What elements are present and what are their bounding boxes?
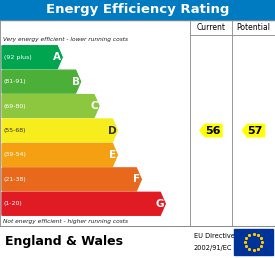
Bar <box>0 20 275 226</box>
Text: F: F <box>133 174 140 184</box>
Text: Potential: Potential <box>236 23 271 32</box>
Text: Current: Current <box>197 23 226 32</box>
Text: E: E <box>109 150 116 160</box>
Bar <box>0 0 275 20</box>
Text: Not energy efficient - higher running costs: Not energy efficient - higher running co… <box>3 219 128 223</box>
Polygon shape <box>2 46 62 69</box>
Polygon shape <box>2 168 141 191</box>
Text: (92 plus): (92 plus) <box>4 55 32 60</box>
Text: (55-68): (55-68) <box>4 128 26 133</box>
Text: England & Wales: England & Wales <box>5 236 123 248</box>
Text: A: A <box>53 52 61 62</box>
Polygon shape <box>2 70 81 93</box>
Text: (21-38): (21-38) <box>4 177 27 182</box>
Polygon shape <box>2 143 117 166</box>
Polygon shape <box>2 119 117 142</box>
Text: Energy Efficiency Rating: Energy Efficiency Rating <box>46 4 229 17</box>
Bar <box>234 229 273 255</box>
Text: 56: 56 <box>205 125 220 135</box>
Text: (1-20): (1-20) <box>4 201 23 206</box>
Text: Very energy efficient - lower running costs: Very energy efficient - lower running co… <box>3 37 128 43</box>
Text: B: B <box>72 77 79 87</box>
Text: D: D <box>108 125 116 135</box>
Text: 2002/91/EC: 2002/91/EC <box>194 245 232 251</box>
Text: (81-91): (81-91) <box>4 79 27 84</box>
Polygon shape <box>200 124 222 137</box>
Polygon shape <box>2 95 99 118</box>
Text: C: C <box>90 101 98 111</box>
Text: EU Directive: EU Directive <box>194 233 235 239</box>
Text: G: G <box>156 199 164 209</box>
Text: (39-54): (39-54) <box>4 152 27 157</box>
Polygon shape <box>243 124 265 137</box>
Text: (69-80): (69-80) <box>4 103 27 109</box>
Text: 57: 57 <box>248 125 263 135</box>
Polygon shape <box>2 192 165 215</box>
